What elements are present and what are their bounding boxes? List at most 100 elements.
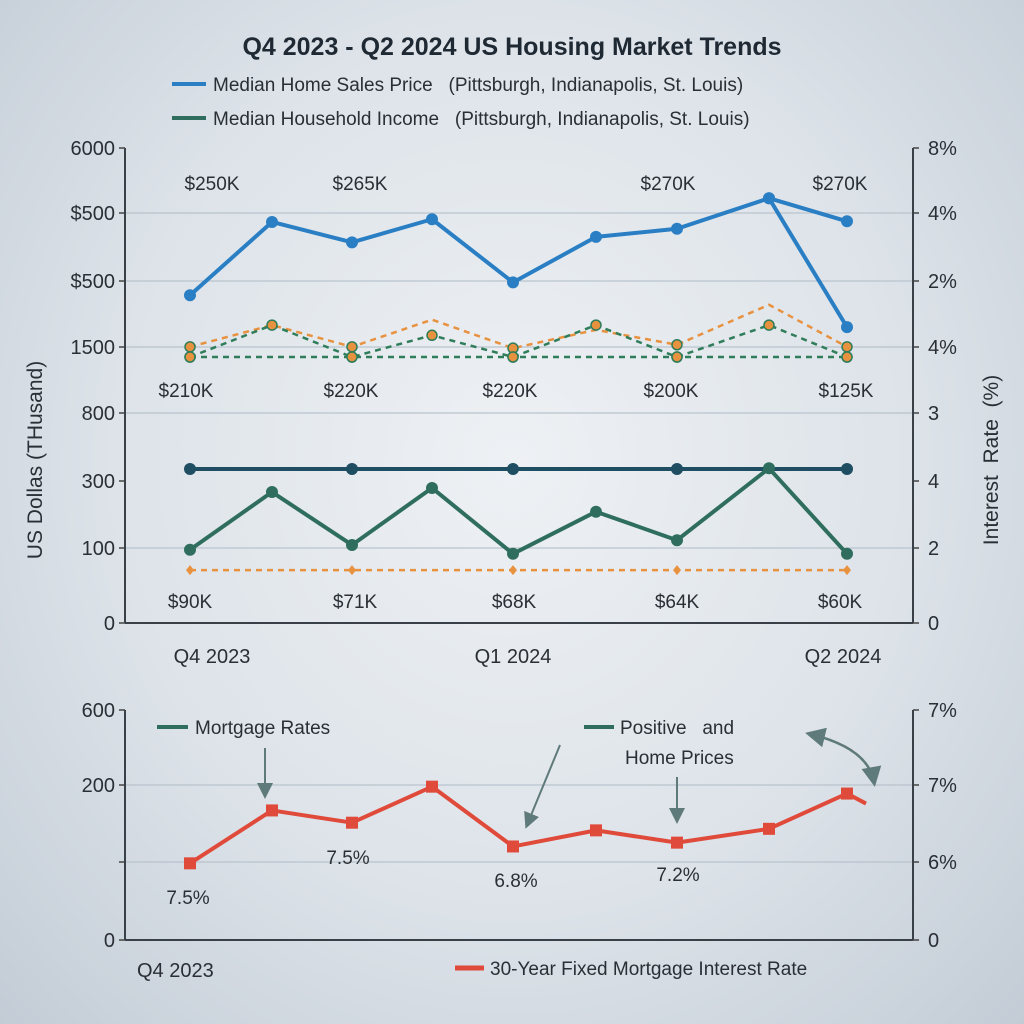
- data-point: [346, 236, 358, 249]
- data-label: $68K: [492, 592, 537, 613]
- y-axis-label: US Dollas (THusand): [24, 361, 47, 559]
- data-point: [509, 565, 517, 576]
- data-point: [348, 565, 356, 576]
- y2-tick-label: 7%: [928, 700, 957, 722]
- data-point: [763, 462, 775, 475]
- data-point: [671, 339, 683, 351]
- data-point: [426, 780, 438, 793]
- data-point: [841, 787, 853, 800]
- bottom-annotations: Mortgage Rates Positive and Home Prices: [157, 718, 882, 829]
- y2-tick-label: 0: [928, 930, 939, 952]
- y-tick-label: 6000: [71, 138, 116, 160]
- data-label: $250K: [185, 174, 240, 195]
- data-point: [184, 543, 196, 556]
- data-label: $220K: [483, 381, 538, 402]
- data-point: [590, 230, 602, 243]
- data-point: [507, 462, 519, 475]
- legend-income: Median Household Income (Pittsburgh, Ind…: [213, 109, 750, 130]
- y2-tick-label: 4%: [928, 337, 957, 359]
- data-point: [507, 351, 519, 363]
- data-point: [186, 565, 194, 576]
- legend-home-price: Median Home Sales Price (Pittsburgh, Ind…: [213, 75, 743, 96]
- x-tick-label: Q4 2023: [174, 646, 251, 668]
- series-line: [188, 466, 849, 556]
- data-point: [671, 462, 683, 475]
- data-label: $125K: [819, 381, 874, 402]
- data-label: $60K: [818, 592, 863, 613]
- y2-tick-label: 7%: [928, 775, 957, 797]
- y-tick-label: $500: [71, 203, 116, 225]
- annotation-mortgage-rates: Mortgage Rates: [195, 718, 330, 739]
- data-label: $265K: [333, 174, 388, 195]
- x-tick-label: Q4 2023: [137, 960, 214, 982]
- double-arrow-icon: [805, 727, 882, 787]
- y-tick-label: 100: [82, 538, 115, 560]
- data-label: $71K: [333, 592, 378, 613]
- series-line: [188, 784, 867, 866]
- data-label: $270K: [813, 174, 868, 195]
- data-label: $270K: [641, 174, 696, 195]
- series-line: [767, 197, 849, 329]
- data-point: [346, 351, 358, 363]
- data-point: [184, 857, 196, 870]
- legend-mortgage-rate: 30-Year Fixed Mortgage Interest Rate: [490, 959, 807, 980]
- data-point: [590, 319, 602, 331]
- data-point: [266, 215, 278, 228]
- y-tick-label: 600: [82, 700, 115, 722]
- data-point: [184, 351, 196, 363]
- arrow-icon: [524, 744, 561, 829]
- y-tick-label: 1500: [71, 337, 116, 359]
- bottom-legend: 30-Year Fixed Mortgage Interest Rate: [455, 959, 807, 980]
- y2-tick-label: 8%: [928, 138, 957, 160]
- data-point: [841, 321, 853, 334]
- top-plot: 0 0 100 2 300 4 800 3 1500 4% $500 2% $500 4% 6000 8% $2…: [71, 138, 958, 668]
- y-tick-label: $500: [71, 271, 116, 293]
- data-label: 7.5%: [326, 848, 369, 869]
- data-point: [763, 319, 775, 331]
- data-label: $200K: [644, 381, 699, 402]
- y2-tick-label: 4: [928, 471, 939, 493]
- data-label: $90K: [168, 592, 213, 613]
- y-tick-label: 0: [104, 930, 115, 952]
- y2-tick-label: 2: [928, 538, 939, 560]
- data-point: [507, 276, 519, 289]
- data-point: [841, 462, 853, 475]
- series-line: [189, 303, 848, 350]
- annotation-home-prices: Home Prices: [625, 748, 734, 769]
- data-label: $64K: [655, 592, 700, 613]
- y2-tick-label: 4%: [928, 203, 957, 225]
- data-point: [671, 222, 683, 235]
- data-point: [673, 565, 681, 576]
- data-point: [266, 486, 278, 499]
- data-point: [346, 816, 358, 829]
- data-label: 6.8%: [494, 871, 537, 892]
- data-point: [763, 192, 775, 205]
- data-point: [184, 289, 196, 302]
- y2-axis-label: Interest Rate (%): [980, 375, 1003, 545]
- data-point: [590, 505, 602, 518]
- x-tick-label: Q1 2024: [475, 646, 552, 668]
- data-point: [671, 534, 683, 547]
- data-point: [843, 565, 851, 576]
- y2-tick-label: 0: [928, 613, 939, 635]
- data-point: [671, 351, 683, 363]
- data-point: [507, 840, 519, 853]
- data-label: 7.2%: [656, 865, 699, 886]
- data-point: [346, 462, 358, 475]
- data-point: [841, 351, 853, 363]
- data-point: [184, 341, 196, 353]
- data-point: [426, 329, 438, 342]
- data-point: [346, 341, 358, 353]
- y2-tick-label: 2%: [928, 271, 957, 293]
- data-point: [671, 836, 683, 849]
- data-point: [507, 547, 519, 560]
- y-tick-label: 0: [104, 613, 115, 635]
- data-point: [590, 824, 602, 837]
- chart-title: Q4 2023 - Q2 2024 US Housing Market Tren…: [242, 33, 781, 61]
- annotation-positive: Positive and: [620, 718, 734, 739]
- y-tick-label: 300: [82, 471, 115, 493]
- data-label: $220K: [324, 381, 379, 402]
- data-point: [426, 213, 438, 226]
- data-point: [346, 538, 358, 551]
